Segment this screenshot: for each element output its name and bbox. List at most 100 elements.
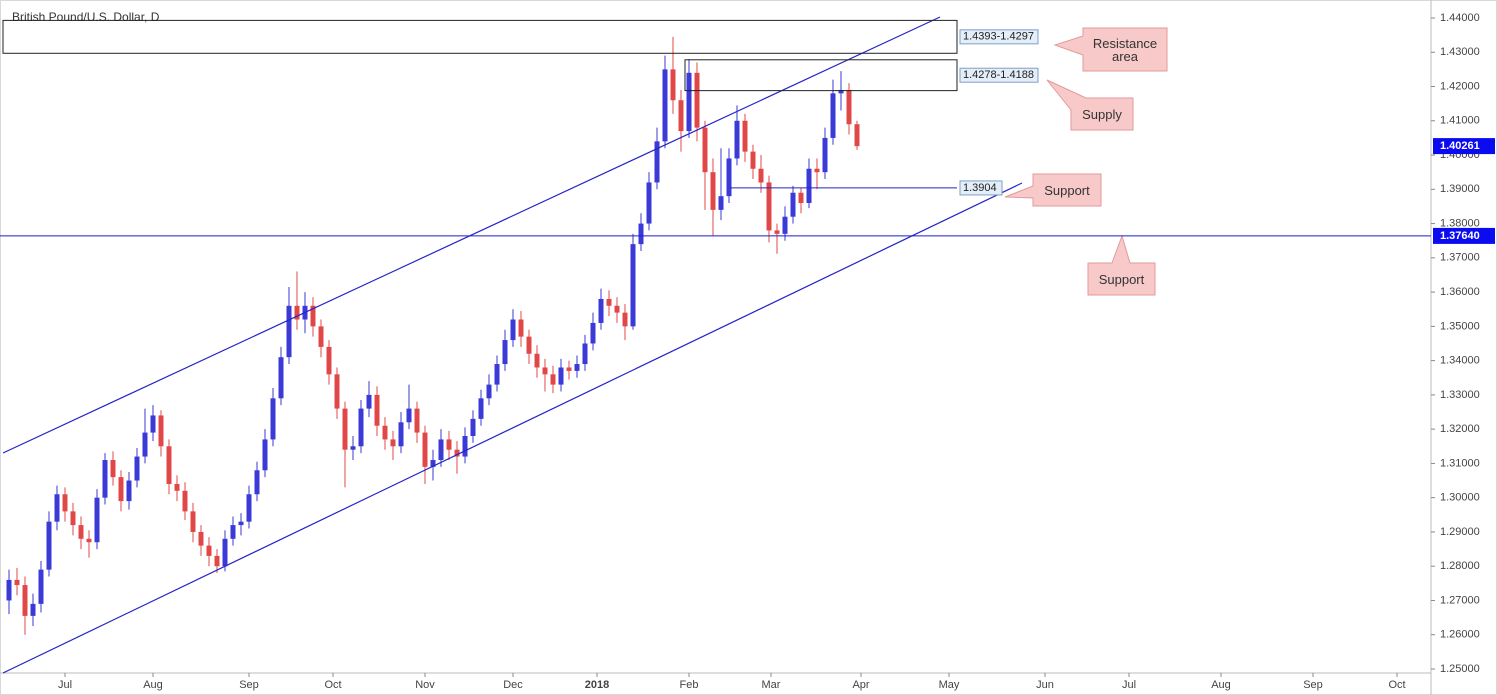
candle-body bbox=[182, 490, 188, 512]
candle-body bbox=[734, 120, 740, 159]
candle-body bbox=[294, 305, 300, 320]
candle-body bbox=[430, 459, 436, 467]
y-tick-label: 1.39000 bbox=[1440, 183, 1480, 195]
candle-body bbox=[326, 346, 332, 375]
channel-lower bbox=[2, 182, 1023, 674]
y-tick-label: 1.38000 bbox=[1440, 217, 1480, 229]
y-tick-label: 1.37000 bbox=[1440, 252, 1480, 264]
candle-body bbox=[190, 511, 196, 532]
candle-body bbox=[774, 230, 780, 234]
x-tick-label: May bbox=[939, 679, 960, 691]
candle-body bbox=[462, 436, 468, 457]
candle-body bbox=[694, 72, 700, 128]
candle-body bbox=[582, 343, 588, 365]
candle-body bbox=[262, 439, 268, 471]
candle-body bbox=[54, 494, 60, 522]
candle-body bbox=[350, 446, 356, 450]
candle-body bbox=[238, 521, 244, 526]
candle-body bbox=[78, 525, 84, 539]
candle-body bbox=[854, 124, 860, 147]
candle-body bbox=[534, 353, 540, 368]
x-tick-label: Jul bbox=[1122, 679, 1136, 691]
candle-body bbox=[726, 158, 732, 197]
candle-body bbox=[686, 72, 692, 132]
candle-body bbox=[206, 545, 212, 556]
candle-body bbox=[718, 196, 724, 210]
channel-upper bbox=[2, 16, 941, 454]
x-tick-label: Aug bbox=[143, 679, 163, 691]
x-tick-label: Dec bbox=[503, 679, 523, 691]
candle-body bbox=[150, 415, 156, 433]
candle-body bbox=[550, 374, 556, 385]
candle-body bbox=[486, 384, 492, 399]
candle-body bbox=[478, 398, 484, 419]
candle-body bbox=[638, 223, 644, 245]
chart-title: British Pound/U.S. Dollar, D bbox=[12, 10, 160, 24]
price-tag bbox=[1433, 227, 1495, 244]
zone-label-bg bbox=[959, 67, 1039, 83]
candle-body bbox=[166, 446, 172, 484]
candle-body bbox=[742, 120, 748, 152]
callout-bubble bbox=[1004, 173, 1102, 207]
candle-body bbox=[390, 439, 396, 447]
y-tick-label: 1.29000 bbox=[1440, 526, 1480, 538]
candle-body bbox=[102, 459, 108, 498]
candle-body bbox=[46, 521, 52, 570]
candle-body bbox=[126, 480, 132, 502]
x-tick-label: Jun bbox=[1036, 679, 1054, 691]
candle-body bbox=[814, 168, 820, 173]
candle-body bbox=[134, 456, 140, 481]
candle-body bbox=[222, 538, 228, 567]
y-tick-label: 1.43000 bbox=[1440, 46, 1480, 58]
y-tick-label: 1.30000 bbox=[1440, 492, 1480, 504]
y-tick-label: 1.42000 bbox=[1440, 80, 1480, 92]
candle-body bbox=[574, 364, 580, 371]
candle-body bbox=[14, 579, 20, 586]
callout-text: Resistance area bbox=[1092, 35, 1158, 64]
candle-body bbox=[790, 192, 796, 217]
candle-body bbox=[654, 141, 660, 183]
candle-body bbox=[318, 326, 324, 347]
candle-body bbox=[782, 216, 788, 234]
candle-body bbox=[830, 93, 836, 138]
candle-body bbox=[22, 585, 28, 616]
x-tick-label: Oct bbox=[1388, 679, 1405, 691]
callout-bubble bbox=[1053, 27, 1168, 72]
x-tick-label: Oct bbox=[324, 679, 341, 691]
y-tick-label: 1.35000 bbox=[1440, 320, 1480, 332]
candle-body bbox=[198, 531, 204, 546]
candle-body bbox=[70, 511, 76, 526]
zone-box bbox=[2, 19, 958, 54]
x-tick-label: Sep bbox=[239, 679, 259, 691]
candle-body bbox=[494, 364, 500, 385]
candle-body bbox=[678, 100, 684, 132]
candle-body bbox=[542, 367, 548, 375]
candle-body bbox=[518, 319, 524, 337]
plot bbox=[6, 36, 860, 635]
candle-body bbox=[358, 408, 364, 447]
zone-label: 1.4278-1.4188 bbox=[963, 69, 1034, 81]
candle-body bbox=[710, 172, 716, 210]
candle-body bbox=[750, 151, 756, 169]
candle-body bbox=[342, 408, 348, 450]
candle-body bbox=[662, 69, 668, 142]
y-tick-label: 1.27000 bbox=[1440, 594, 1480, 606]
candle-body bbox=[278, 357, 284, 399]
y-tick-label: 1.32000 bbox=[1440, 423, 1480, 435]
y-tick-label: 1.36000 bbox=[1440, 286, 1480, 298]
candle-body bbox=[158, 415, 164, 447]
candle-body bbox=[214, 555, 220, 567]
candle-body bbox=[174, 483, 180, 491]
candle-body bbox=[110, 459, 116, 478]
candle-body bbox=[406, 408, 412, 423]
callout-text: Support bbox=[1098, 271, 1145, 287]
candle-body bbox=[510, 319, 516, 341]
x-tick-label: Apr bbox=[852, 679, 869, 691]
callout-text: Support bbox=[1044, 182, 1090, 198]
price-tag bbox=[1433, 138, 1495, 155]
x-tick-label: Nov bbox=[415, 679, 435, 691]
candle-body bbox=[422, 432, 428, 467]
candle-body bbox=[438, 439, 444, 460]
candle-body bbox=[6, 579, 12, 601]
